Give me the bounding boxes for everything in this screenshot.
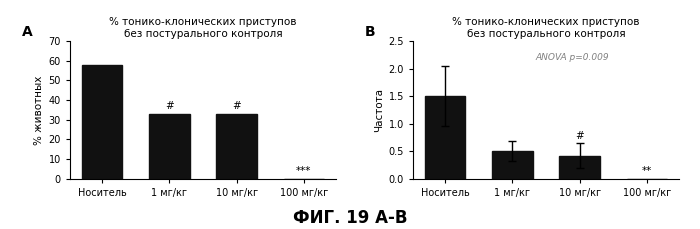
Title: % тонико-клонических приступов
без постурального контроля: % тонико-клонических приступов без посту… xyxy=(452,17,640,39)
Bar xyxy=(216,114,257,179)
Text: ANOVA p=0.009: ANOVA p=0.009 xyxy=(536,53,610,62)
Text: #: # xyxy=(232,101,241,111)
Text: #: # xyxy=(165,101,174,111)
Bar xyxy=(492,151,533,179)
Bar xyxy=(559,155,600,179)
Text: #: # xyxy=(575,131,584,141)
Text: A: A xyxy=(22,25,33,39)
Text: ***: *** xyxy=(296,166,312,176)
Text: **: ** xyxy=(642,166,652,176)
Title: % тонико-клонических приступов
без постурального контроля: % тонико-клонических приступов без посту… xyxy=(109,17,297,39)
Text: ФИГ. 19 А-В: ФИГ. 19 А-В xyxy=(293,209,407,227)
Y-axis label: Частота: Частота xyxy=(374,88,384,132)
Y-axis label: % животных: % животных xyxy=(34,75,44,144)
Bar xyxy=(82,65,122,179)
Bar xyxy=(149,114,190,179)
Bar xyxy=(425,96,466,179)
Text: B: B xyxy=(365,25,376,39)
